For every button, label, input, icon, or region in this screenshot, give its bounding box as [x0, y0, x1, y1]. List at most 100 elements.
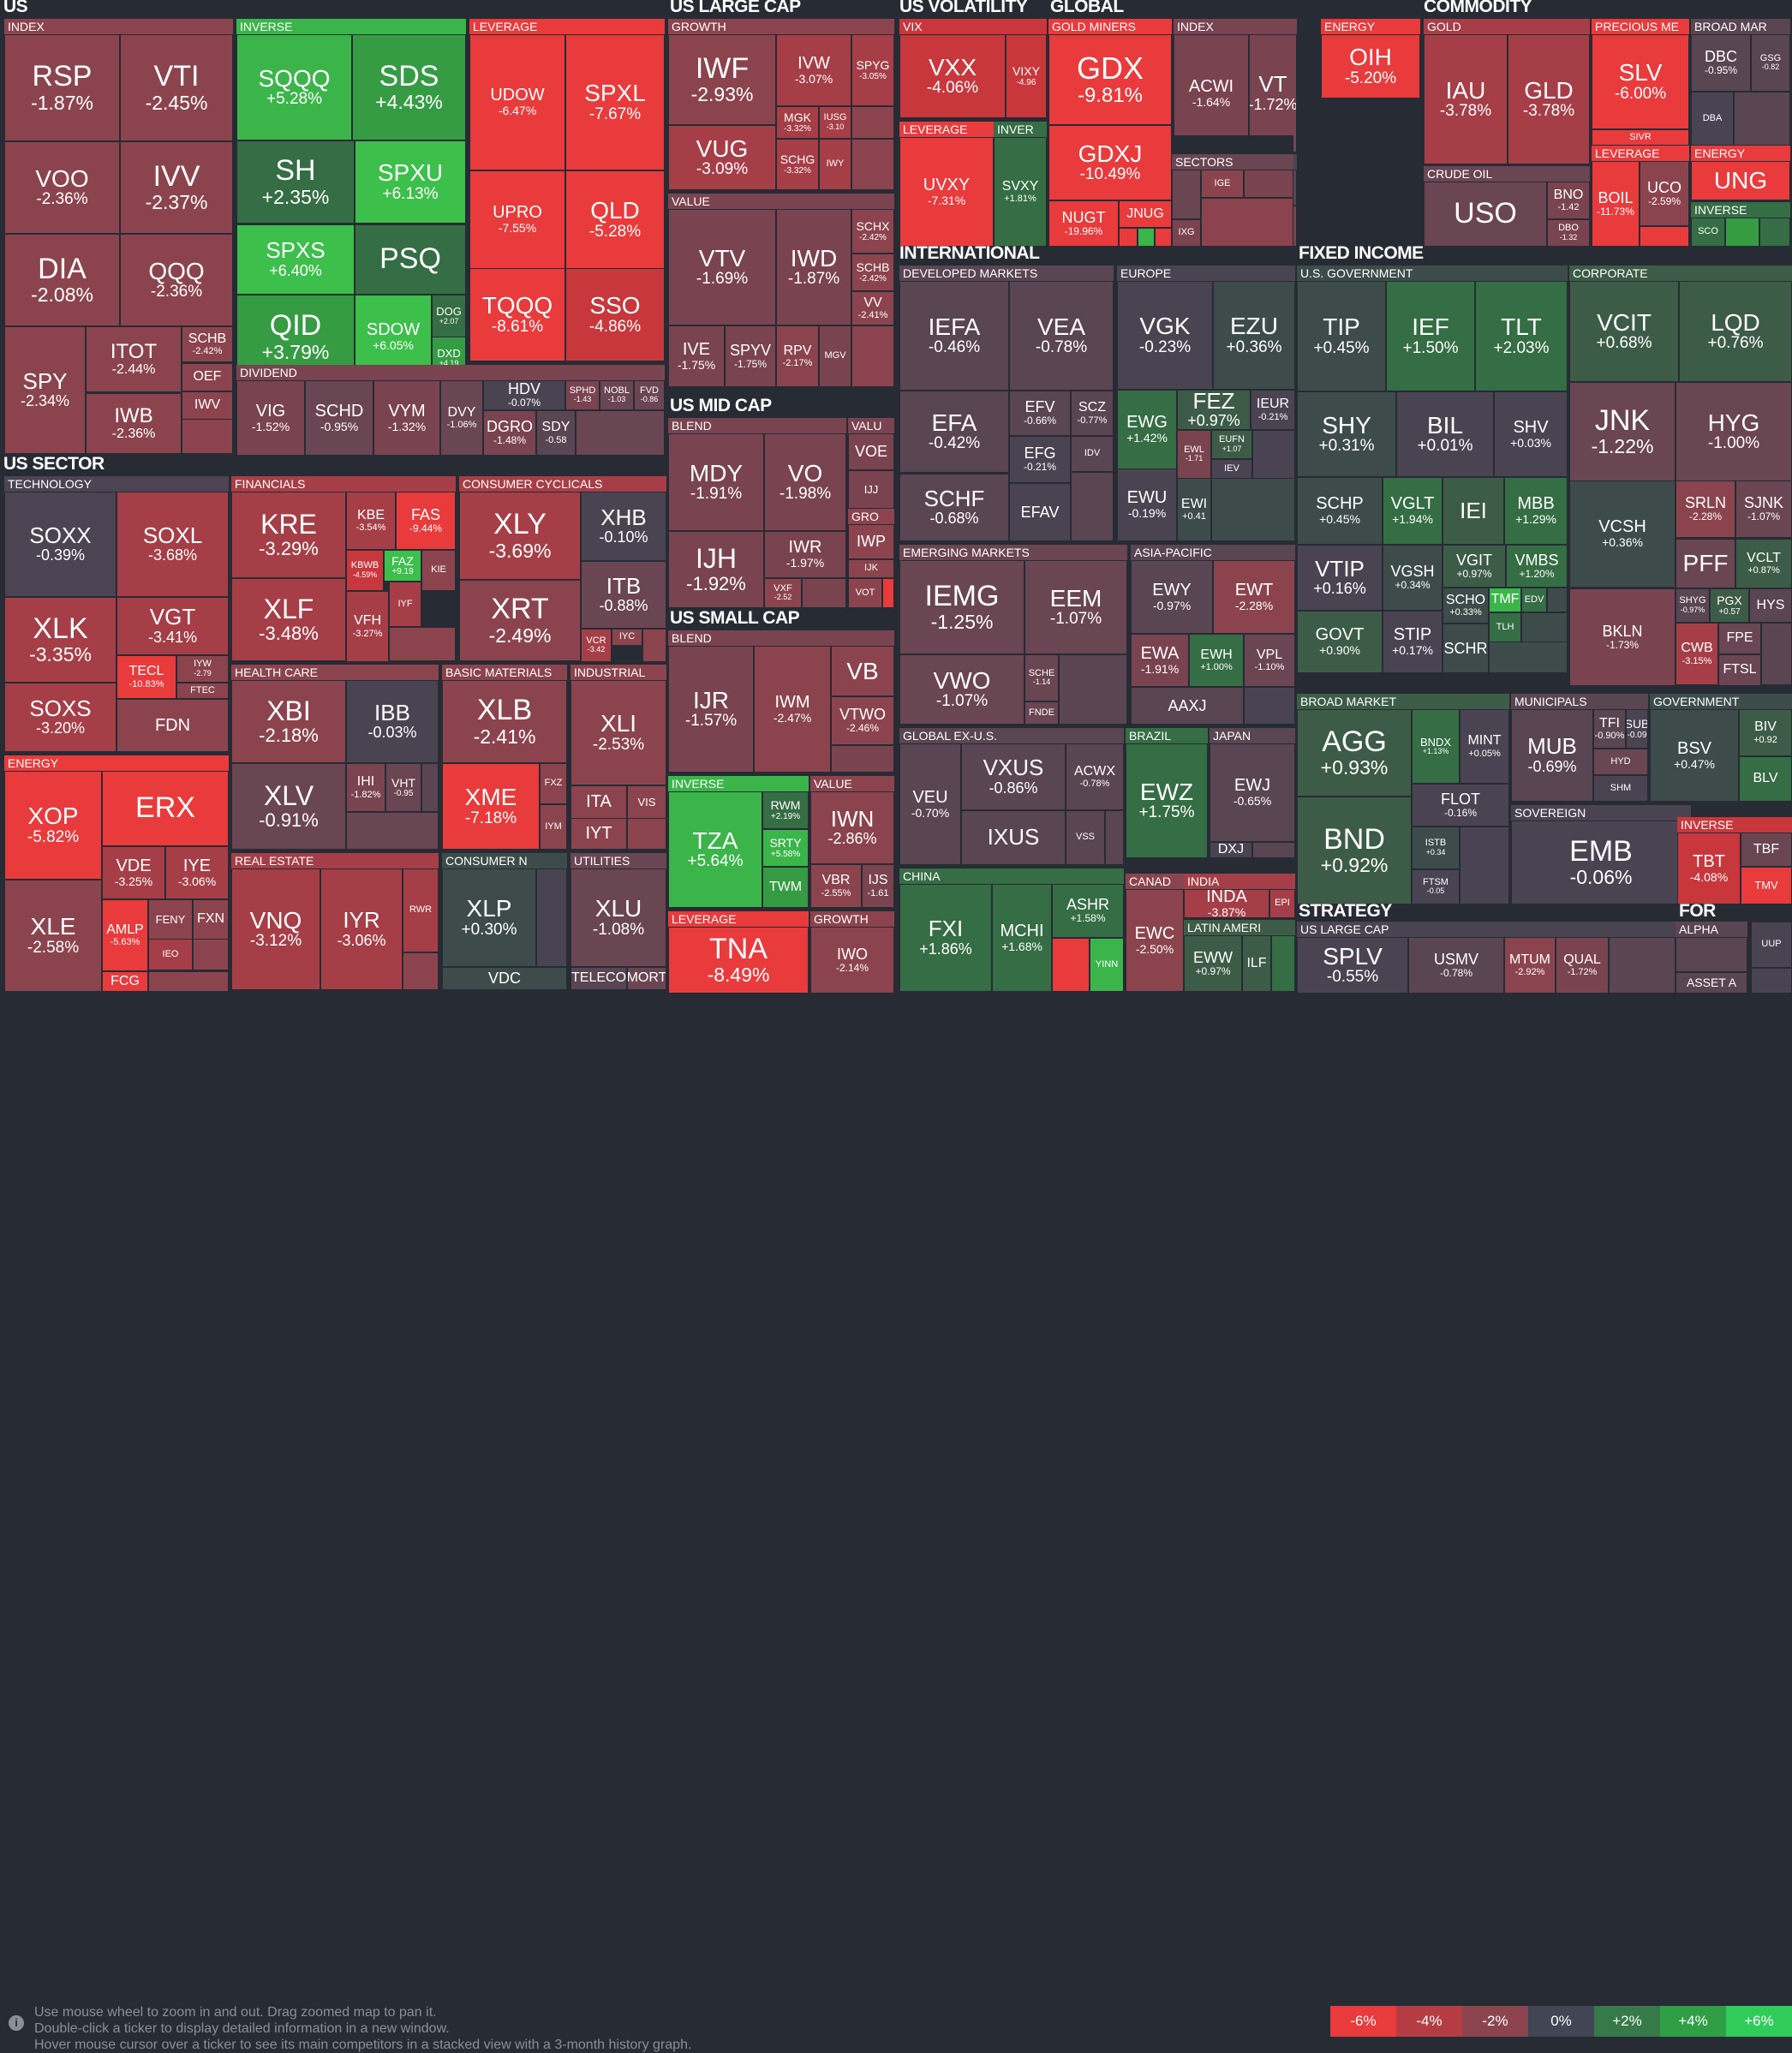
ticker-tile-spxs[interactable]: SPXS +6.40% — [236, 224, 355, 295]
ticker-tile-iwd[interactable]: IWD -1.87% — [776, 209, 851, 325]
ticker-tile-schf[interactable]: SCHF -0.68% — [899, 474, 1009, 541]
ticker-tile-efa[interactable]: EFA -0.42% — [899, 391, 1009, 473]
ticker-tile[interactable] — [1761, 623, 1792, 685]
ticker-tile-iusg[interactable]: IUSG -3.10 — [819, 106, 851, 139]
ticker-tile[interactable] — [1201, 198, 1293, 247]
ticker-tile-shm[interactable]: SHM — [1593, 775, 1648, 802]
ticker-tile-gdx[interactable]: GDX -9.81% — [1048, 34, 1172, 125]
ticker-tile-spy[interactable]: SPY -2.34% — [4, 326, 86, 454]
ticker-tile-iyr[interactable]: IYR -3.06% — [320, 868, 403, 990]
ticker-tile[interactable] — [576, 410, 665, 456]
ticker-tile-veu[interactable]: VEU -0.70% — [899, 743, 961, 865]
ticker-tile-yinn[interactable]: YINN — [1090, 938, 1124, 992]
ticker-tile-iwo[interactable]: IWO -2.14% — [810, 927, 894, 994]
ticker-tile-mub[interactable]: MUB -0.69% — [1511, 709, 1593, 802]
ticker-tile-iei[interactable]: IEI — [1443, 477, 1504, 545]
ticker-tile-rwm[interactable]: RWM +2.19% — [762, 791, 809, 829]
ticker-tile[interactable] — [1211, 478, 1295, 541]
ticker-tile-qual[interactable]: QUAL -1.72% — [1556, 937, 1609, 994]
ticker-tile-sphd[interactable]: SPHD -1.43 — [565, 380, 600, 410]
ticker-tile-vis[interactable]: VIS — [627, 785, 666, 819]
ticker-tile-ivv[interactable]: IVV -2.37% — [120, 141, 233, 234]
ticker-tile-mint[interactable]: MINT +0.05% — [1460, 709, 1509, 784]
ticker-tile-twm[interactable]: TWM — [762, 867, 809, 908]
ticker-tile-idv[interactable]: IDV — [1071, 436, 1114, 472]
ticker-tile-cwb[interactable]: CWB -3.15% — [1676, 623, 1718, 685]
ticker-tile-erx[interactable]: ERX — [102, 771, 229, 846]
ticker-tile-bndx[interactable]: BNDX +1.13% — [1412, 709, 1460, 784]
ticker-tile[interactable] — [148, 971, 229, 992]
ticker-tile-xlp[interactable]: XLP +0.30% — [442, 868, 536, 967]
ticker-tile-oih[interactable]: OIH -5.20% — [1321, 34, 1420, 98]
ticker-tile-upro[interactable]: UPRO -7.55% — [469, 170, 565, 269]
ticker-tile-gld[interactable]: GLD -3.78% — [1508, 34, 1590, 164]
ticker-tile-vbr[interactable]: VBR -2.55% — [810, 864, 862, 908]
ticker-tile[interactable] — [642, 629, 666, 662]
ticker-tile-vxf[interactable]: VXF -2.52 — [764, 578, 802, 608]
ticker-tile-boil[interactable]: BOIL -11.73% — [1592, 161, 1640, 247]
ticker-tile-hyg[interactable]: HYG -1.00% — [1676, 382, 1792, 481]
ticker-tile-dgro[interactable]: DGRO -1.48% — [483, 410, 536, 456]
ticker-tile-schr[interactable]: SCHR — [1443, 624, 1489, 673]
ticker-tile-vclt[interactable]: VCLT +0.87% — [1735, 539, 1792, 588]
ticker-tile-iemg[interactable]: IEMG -1.25% — [899, 560, 1024, 654]
ticker-tile-pff[interactable]: PFF — [1676, 539, 1735, 588]
ticker-tile-usmv[interactable]: USMV -0.78% — [1408, 937, 1504, 994]
ticker-tile-rwr[interactable]: RWR — [403, 868, 439, 952]
ticker-tile-fxn[interactable]: FXN — [193, 899, 229, 940]
ticker-tile-aaxj[interactable]: AAXJ — [1131, 687, 1244, 725]
ticker-tile[interactable] — [536, 868, 567, 967]
ticker-tile[interactable] — [1138, 228, 1155, 247]
ticker-tile-ezu[interactable]: EZU +0.36% — [1213, 281, 1295, 390]
ticker-tile-ewi[interactable]: EWI +0.41 — [1177, 478, 1211, 541]
ticker-tile[interactable] — [193, 939, 229, 970]
ticker-tile-dvy[interactable]: DVY -1.06% — [440, 380, 483, 456]
ticker-tile-schx[interactable]: SCHX -2.42% — [851, 209, 894, 254]
ticker-tile-istb[interactable]: ISTB +0.34 — [1412, 827, 1460, 869]
ticker-tile-blv[interactable]: BLV — [1739, 756, 1792, 802]
ticker-tile-vdc[interactable]: VDC — [442, 967, 567, 990]
ticker-tile-ive[interactable]: IVE -1.75% — [668, 325, 725, 387]
ticker-tile-xlu[interactable]: XLU -1.08% — [570, 868, 666, 967]
ticker-tile[interactable] — [1252, 430, 1295, 479]
ticker-tile-tbt[interactable]: TBT -4.08% — [1677, 833, 1741, 904]
ticker-tile-schd[interactable]: SCHD -0.95% — [305, 380, 373, 456]
ticker-tile-vde[interactable]: VDE -3.25% — [102, 846, 165, 899]
ticker-tile-ewh[interactable]: EWH +1.00% — [1189, 634, 1244, 687]
ticker-tile-qqq[interactable]: QQQ -2.36% — [120, 234, 233, 326]
ticker-tile-vcsh[interactable]: VCSH +0.36% — [1569, 480, 1676, 588]
ticker-tile-bkln[interactable]: BKLN -1.73% — [1569, 588, 1676, 686]
ticker-tile[interactable] — [346, 812, 439, 850]
ticker-tile-iau[interactable]: IAU -3.78% — [1424, 34, 1508, 164]
ticker-tile-bsv[interactable]: BSV +0.47% — [1650, 709, 1739, 802]
ticker-tile-mort[interactable]: MORT — [627, 967, 666, 990]
ticker-tile-mgk[interactable]: MGK -3.32% — [776, 106, 819, 139]
ticker-tile-ftsm[interactable]: FTSM -0.05 — [1412, 869, 1460, 904]
ticker-tile[interactable] — [1071, 472, 1114, 541]
ticker-tile-vht[interactable]: VHT -0.95 — [385, 763, 421, 812]
ticker-tile-eem[interactable]: EEM -1.07% — [1024, 560, 1127, 654]
ticker-tile[interactable] — [182, 419, 233, 454]
ticker-tile-soxx[interactable]: SOXX -0.39% — [4, 492, 116, 597]
ticker-tile-vea[interactable]: VEA -0.78% — [1009, 281, 1114, 391]
ticker-tile-iwr[interactable]: IWR -1.97% — [764, 531, 846, 578]
ticker-tile-kbwb[interactable]: KBWB -4.59% — [346, 550, 384, 591]
ticker-tile-tecl[interactable]: TECL -10.83% — [116, 655, 176, 699]
ticker-tile-fas[interactable]: FAS -9.44% — [396, 492, 456, 550]
ticker-tile-xbi[interactable]: XBI -2.18% — [231, 680, 346, 763]
ticker-tile-fxi[interactable]: FXI +1.86% — [899, 884, 992, 992]
ticker-tile-emb[interactable]: EMB -0.06% — [1511, 821, 1691, 904]
ticker-tile-xlb[interactable]: XLB -2.41% — [442, 680, 567, 763]
ticker-tile-fez[interactable]: FEZ +0.97% — [1177, 390, 1251, 430]
ticker-tile[interactable] — [1640, 226, 1689, 247]
ticker-tile-ung[interactable]: UNG — [1691, 161, 1790, 200]
ticker-tile-iyc[interactable]: IYC — [612, 629, 642, 646]
ticker-tile-pgx[interactable]: PGX +0.57 — [1710, 588, 1749, 623]
ticker-tile-ijh[interactable]: IJH -1.92% — [668, 531, 764, 608]
ticker-tile-uup[interactable]: UUP — [1751, 922, 1792, 968]
ticker-tile-biv[interactable]: BIV +0.92 — [1739, 709, 1792, 756]
ticker-tile[interactable] — [421, 763, 439, 812]
ticker-tile-iwm[interactable]: IWM -2.47% — [754, 646, 831, 773]
ticker-tile-ewu[interactable]: EWU -0.19% — [1117, 468, 1177, 541]
ticker-tile-ilf[interactable]: ILF — [1242, 935, 1271, 992]
